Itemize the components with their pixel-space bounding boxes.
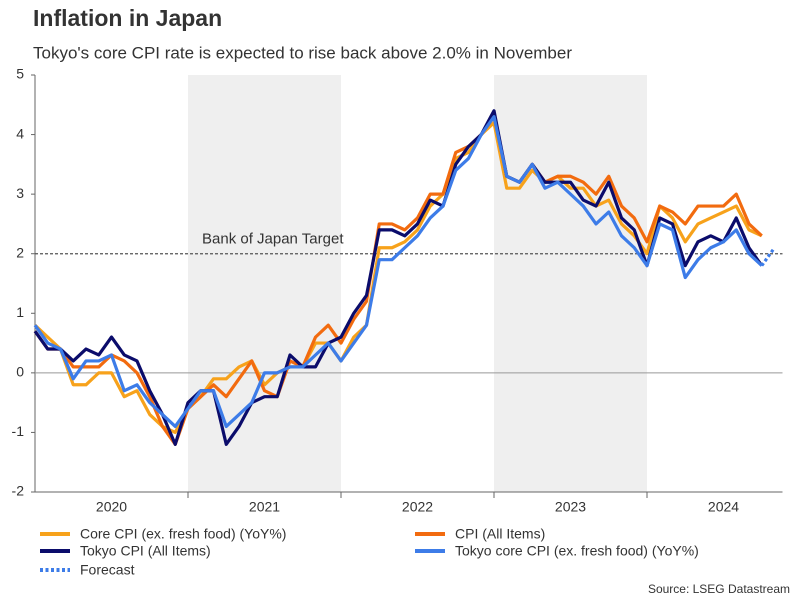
y-tick-label: 4	[16, 125, 24, 141]
x-tick-label: 2022	[402, 499, 433, 515]
y-tick-label: 5	[16, 66, 24, 82]
y-tick-label: -1	[12, 423, 25, 439]
chart-subtitle: Tokyo's core CPI rate is expected to ris…	[33, 43, 572, 62]
x-tick-label: 2023	[555, 499, 586, 515]
chart-title: Inflation in Japan	[33, 5, 222, 31]
legend-label: Forecast	[80, 562, 135, 578]
x-tick-label: 2020	[96, 499, 127, 515]
source: Source: LSEG Datastream	[648, 582, 790, 596]
y-tick-label: 1	[16, 304, 24, 320]
legend-label: Core CPI (ex. fresh food) (YoY%)	[80, 526, 286, 542]
series-line	[33, 109, 764, 446]
y-tick-label: -2	[12, 483, 25, 499]
y-tick-label: 2	[16, 244, 24, 260]
y-tick-label: 3	[16, 185, 24, 201]
y-tick-label: 0	[16, 364, 24, 380]
series-line	[760, 246, 776, 267]
series-line	[33, 115, 763, 429]
series-line	[33, 115, 763, 446]
target-label: Bank of Japan Target	[202, 231, 344, 248]
year-band	[494, 75, 647, 492]
x-tick-label: 2024	[708, 499, 739, 515]
legend-label: Tokyo CPI (All Items)	[80, 543, 211, 559]
x-tick-label: 2021	[249, 499, 280, 515]
legend-label: Tokyo core CPI (ex. fresh food) (YoY%)	[455, 543, 699, 559]
legend-label: CPI (All Items)	[455, 526, 545, 542]
year-band	[188, 75, 341, 492]
